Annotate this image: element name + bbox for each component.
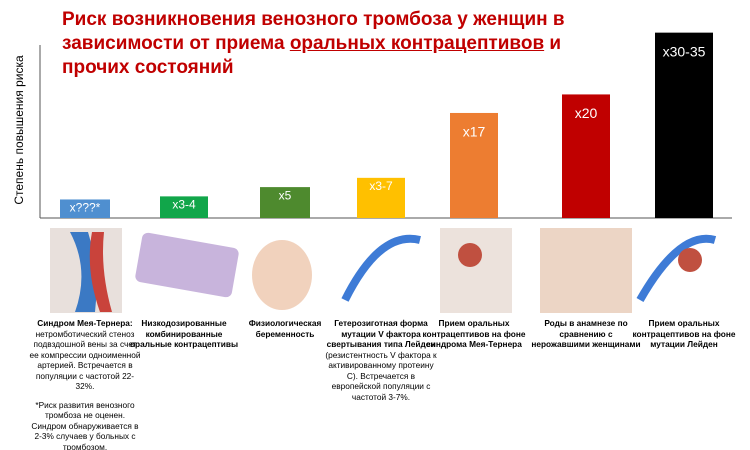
illustration [440,228,512,313]
category-label: Прием оральных контрацептивов на фоне му… [632,318,736,349]
value-label: x???* [70,201,101,215]
illustration [341,234,421,302]
category-caption: Физиологическая беременность [229,318,341,339]
value-label: x3-7 [369,179,393,193]
y-axis-label: Степень повышения риска [12,55,26,205]
illustration [458,243,482,267]
bar [260,187,310,218]
title-part: и прочих состояний [62,33,567,78]
illustrations [50,228,717,313]
chart-title: Риск возникновения венозного тромбоза у … [62,8,582,80]
bar [60,199,110,218]
bar [160,196,208,218]
category-note: нетромботический стеноз подвздошной вены… [29,328,141,392]
illustration [540,228,632,313]
category-caption: Роды в анамнезе по сравнению с нерожавши… [530,318,642,350]
value-label: x5 [279,188,292,202]
category-label: Низкодозированные комбинированные оральн… [129,318,239,349]
bar [357,177,405,218]
category-label: Гетерозиготная форма мутации V фактора с… [326,318,436,349]
category-label: Синдром Мея-Тернера: [37,318,133,328]
category-caption: Гетерозиготная форма мутации V фактора с… [325,318,437,402]
illustration [135,232,239,298]
illustration [636,234,717,302]
category-label: Физиологическая беременность [248,318,322,339]
illustration [678,248,702,272]
title-part: Риск возникновения венозного тромбоза у … [62,9,570,54]
bar [562,94,610,218]
value-label: x3-4 [172,198,196,212]
value-label: x30-35 [663,43,706,59]
illustration [252,240,312,310]
footnote: *Риск развития венозного тромбоза не оце… [31,399,139,450]
category-label: Роды в анамнезе по сравнению с нерожавши… [531,318,641,349]
value-label: x17 [463,124,486,140]
illustration [89,232,112,312]
category-caption: Прием оральных контрацептивов на фоне му… [628,318,740,350]
bar [655,32,713,219]
category-label: Прием оральных контрацептивов на фоне си… [422,318,526,349]
category-caption: Прием оральных контрацептивов на фоне си… [418,318,530,350]
value-label: x20 [575,105,598,121]
category-caption: Синдром Мея-Тернера: нетромботический сте… [29,318,141,450]
title-underlined: оральных контрацептивов [289,33,545,54]
category-note: (резистентность V фактора к активированн… [325,349,437,402]
category-caption: Низкодозированные комбинированные оральн… [128,318,240,350]
bar [450,112,498,218]
